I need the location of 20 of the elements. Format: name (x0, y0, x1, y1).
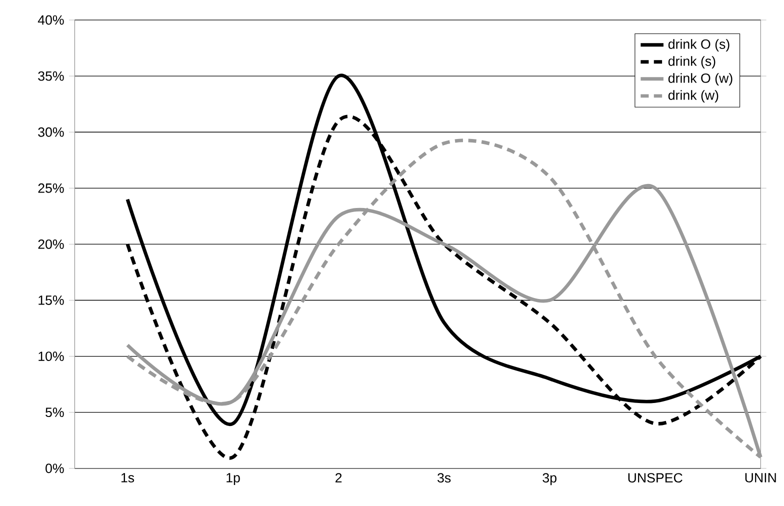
y-tick-label: 35% (38, 71, 64, 81)
legend-label: drink (w) (668, 90, 718, 102)
y-tick-label: 40% (38, 15, 64, 25)
y-tick-label: 15% (38, 295, 64, 305)
legend-label: drink O (w) (668, 72, 732, 86)
y-tick-label: 5% (46, 407, 64, 417)
x-tick-label: 1s (121, 472, 134, 482)
x-tick-label: UNIN (745, 472, 776, 482)
x-tick-label: 1p (226, 472, 240, 485)
legend-label: drink (s) (668, 56, 716, 68)
y-tick-label: 0% (46, 463, 64, 473)
y-tick-label: 30% (38, 127, 64, 137)
x-tick-label: UNSPEC (628, 472, 682, 482)
y-tick-label: 20% (38, 239, 64, 249)
y-tick-label: 10% (38, 351, 64, 361)
y-tick-label: 25% (38, 183, 64, 193)
x-tick-label: 3s (438, 472, 451, 482)
x-tick-label: 3p (542, 472, 556, 485)
legend-label: drink O (s) (668, 38, 730, 52)
x-tick-label: 2 (336, 472, 342, 482)
